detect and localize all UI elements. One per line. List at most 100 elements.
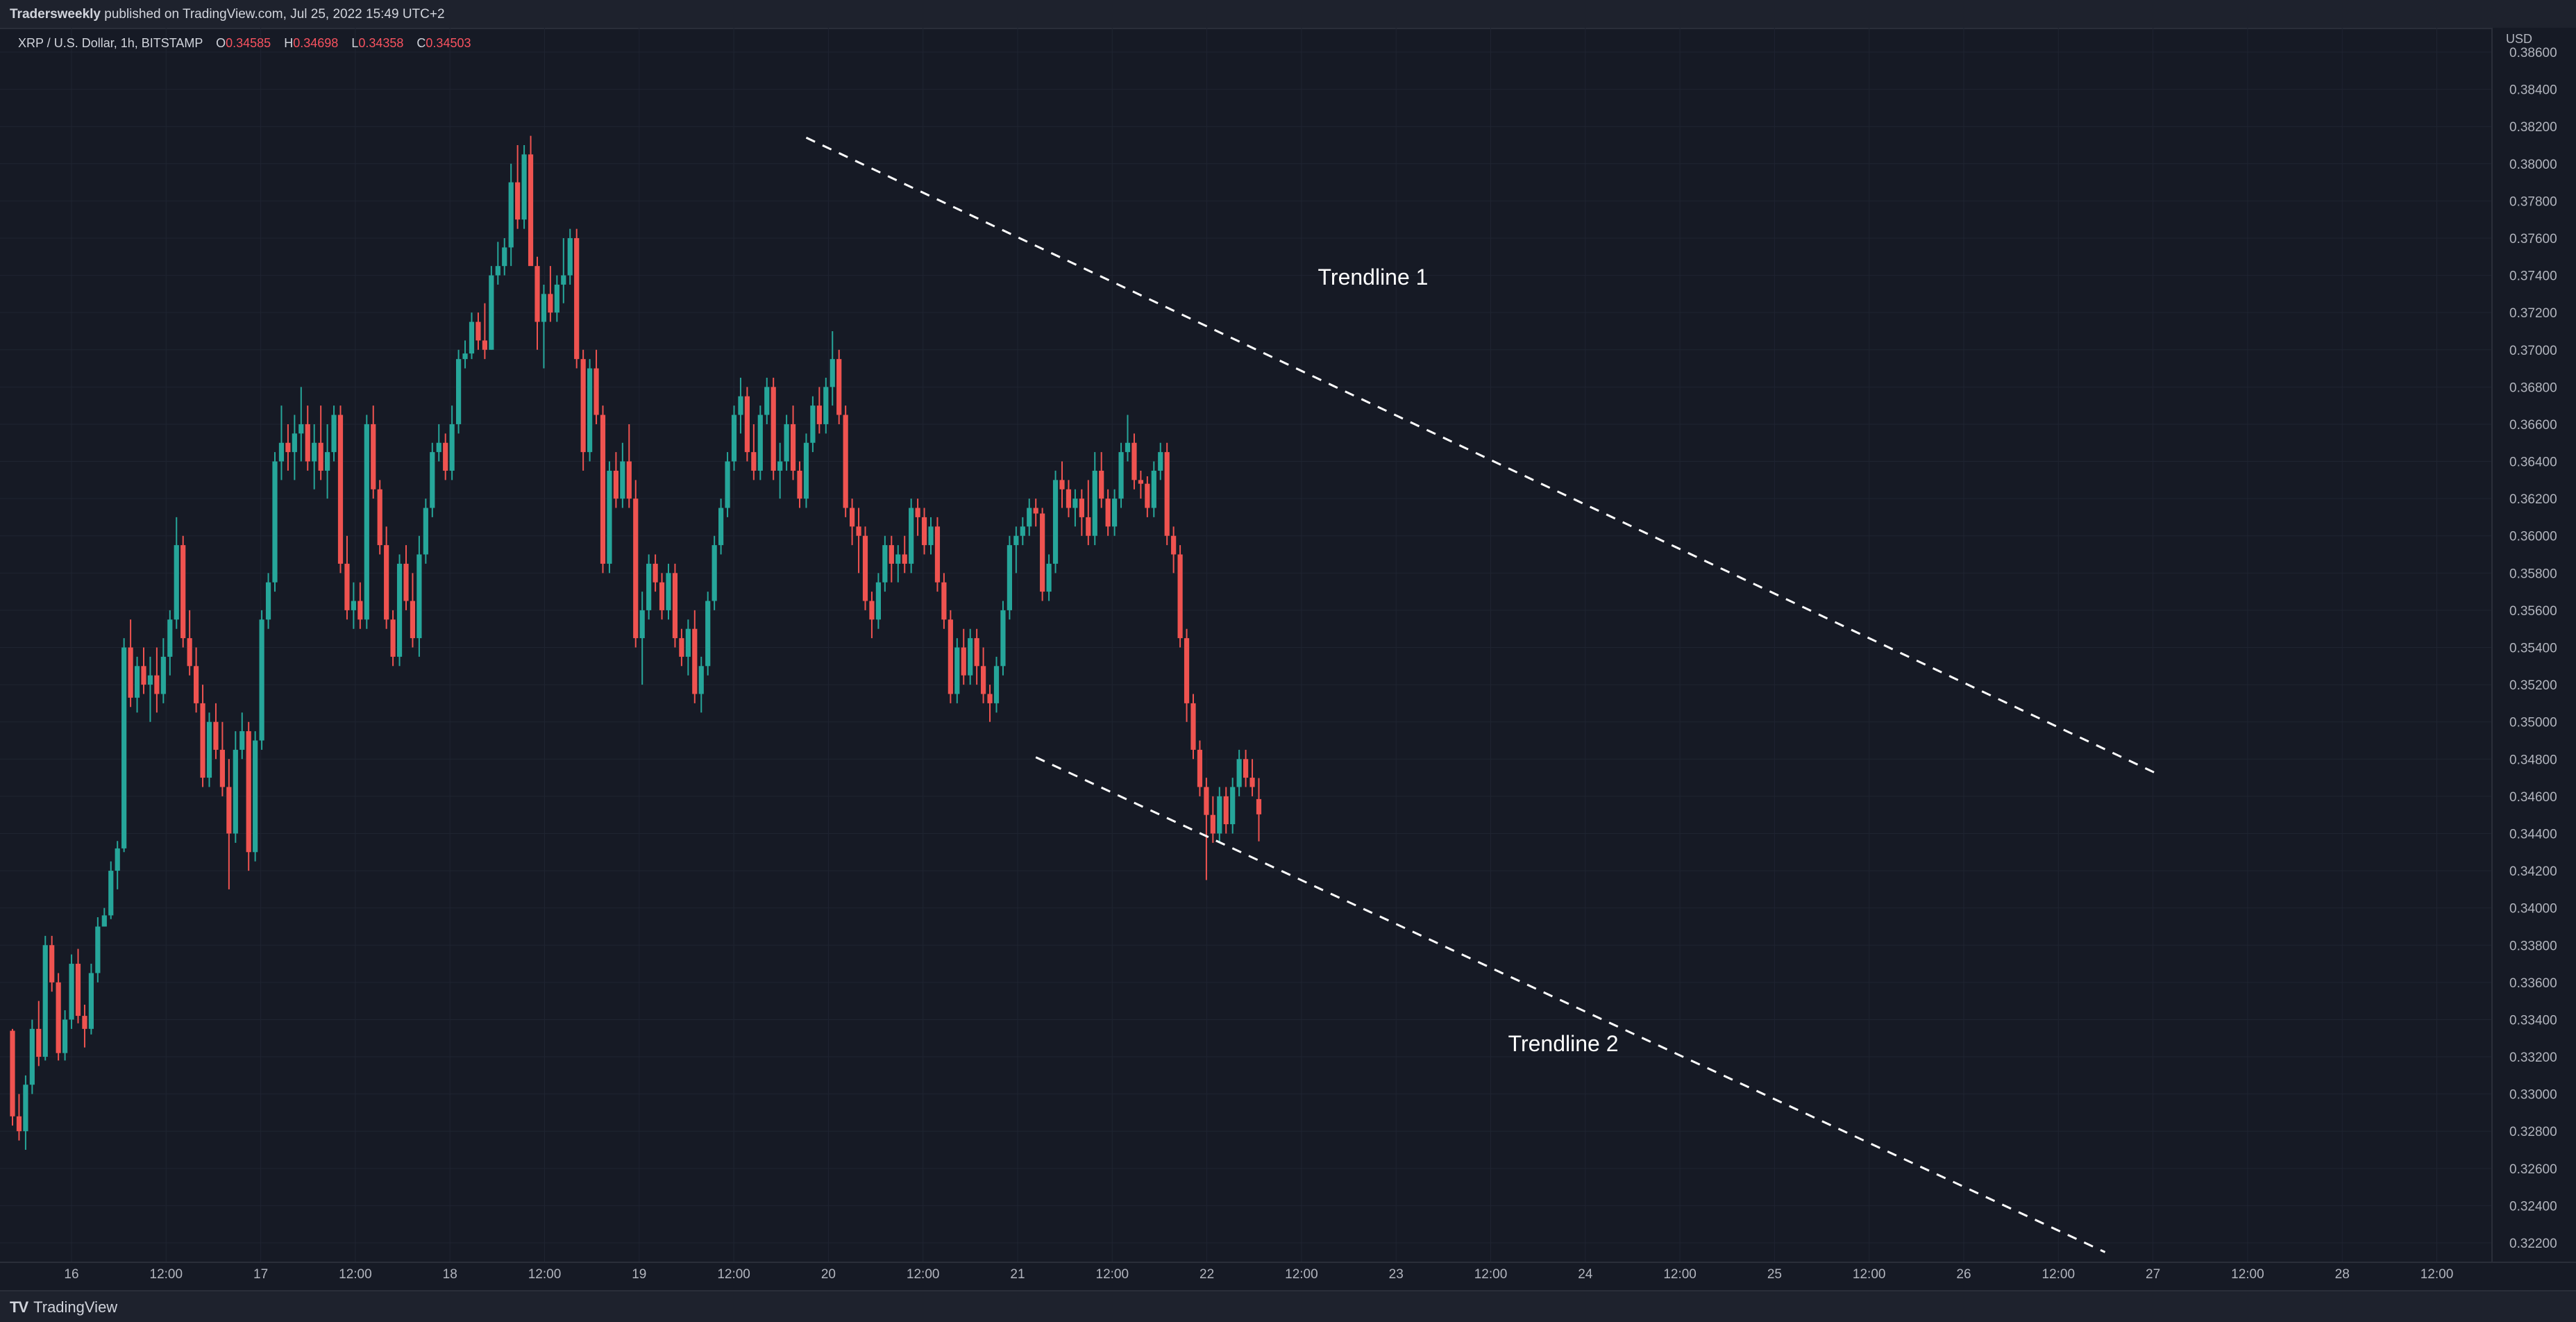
candle-body	[344, 563, 350, 610]
brand-name: TradingView	[33, 1298, 118, 1316]
candle-body	[95, 926, 101, 973]
candle	[777, 442, 783, 499]
trendlines[interactable]: Trendline 1 Trendline 2	[805, 136, 2158, 1253]
candle	[968, 628, 973, 685]
candle-body	[213, 721, 219, 750]
candle-body	[639, 610, 645, 639]
candle	[639, 592, 645, 685]
symbol-legend[interactable]: XRP / U.S. Dollar, 1h, BITSTAMP O0.34585…	[18, 36, 471, 51]
candle-body	[167, 619, 173, 657]
candle-body	[816, 405, 822, 424]
candle-body	[554, 284, 559, 313]
candle-body	[108, 871, 114, 916]
candle-body	[1052, 480, 1059, 564]
candle	[810, 396, 816, 453]
candle	[167, 610, 173, 676]
candle	[1158, 442, 1163, 480]
candle	[725, 452, 730, 517]
price-tick: 0.33800	[2509, 939, 2557, 953]
trendline-line[interactable]	[805, 136, 2158, 776]
candle-body	[351, 601, 356, 610]
candle	[548, 266, 553, 322]
candle	[259, 610, 264, 750]
candle-body	[475, 321, 481, 341]
price-tick: 0.37200	[2509, 306, 2557, 321]
trendline-label: Trendline 2	[1508, 1031, 1619, 1056]
candle	[587, 359, 593, 462]
trendline-2[interactable]: Trendline 2	[1035, 756, 2106, 1253]
candle	[534, 256, 540, 350]
candle-body	[508, 182, 514, 248]
candle-body	[968, 638, 973, 676]
candle-body	[600, 415, 606, 564]
candle-body	[1040, 513, 1045, 592]
candle	[475, 312, 481, 350]
publisher-name[interactable]: Tradersweekly	[10, 7, 101, 22]
candle-body	[312, 442, 317, 462]
candle	[1177, 545, 1183, 648]
candle-body	[384, 545, 389, 620]
price-tick: 0.34400	[2509, 827, 2557, 842]
candle-body	[318, 442, 323, 471]
candle-body	[685, 628, 691, 657]
candle	[482, 303, 487, 360]
candle	[1223, 787, 1229, 834]
candle	[679, 628, 684, 667]
candle-body	[561, 275, 566, 285]
price-tick: 0.38400	[2509, 83, 2557, 98]
candle-body	[259, 619, 264, 741]
price-tick: 0.32400	[2509, 1199, 2557, 1214]
candle-body	[1066, 489, 1072, 508]
time-tick: 12:00	[2231, 1267, 2264, 1282]
tradingview-brand[interactable]: TV TradingView	[10, 1298, 117, 1316]
price-axis-background[interactable]	[2492, 28, 2576, 1290]
candle-body	[777, 461, 783, 471]
candle-body	[1184, 638, 1190, 703]
candle-body	[850, 508, 855, 527]
candle-body	[1112, 499, 1118, 527]
candle	[16, 1094, 22, 1141]
candle	[1151, 461, 1156, 517]
candle-body	[548, 294, 553, 313]
candle	[62, 1010, 68, 1061]
candle-body	[587, 368, 593, 453]
candle	[659, 573, 665, 620]
time-tick: 28	[2335, 1267, 2350, 1282]
candle	[108, 861, 114, 919]
candle	[495, 242, 500, 285]
price-tick: 0.35000	[2509, 716, 2557, 730]
candle-body	[200, 703, 205, 778]
candle	[771, 377, 776, 480]
candle	[219, 721, 225, 796]
candle-body	[830, 359, 835, 387]
candle-body	[1099, 470, 1104, 499]
candle-body	[1151, 470, 1156, 508]
candle	[928, 517, 934, 555]
candle-body	[1033, 508, 1038, 514]
trendline-line[interactable]	[1035, 756, 2106, 1253]
candle-body	[1171, 535, 1177, 555]
candle	[705, 592, 711, 676]
candle-body	[738, 396, 743, 415]
candle-body	[797, 470, 802, 499]
candle-body	[403, 563, 409, 601]
price-tick: 0.35200	[2509, 678, 2557, 693]
time-tick: 12:00	[339, 1267, 372, 1282]
candle-body	[981, 666, 986, 694]
time-tick: 12:00	[2042, 1267, 2076, 1282]
time-tick: 17	[253, 1267, 268, 1282]
candle-body	[337, 415, 344, 564]
candle	[292, 415, 297, 480]
candle-body	[1236, 759, 1242, 787]
candle-body	[82, 1016, 87, 1029]
trendline-1[interactable]: Trendline 1	[805, 136, 2158, 776]
candle-body	[921, 517, 927, 546]
candle-body	[115, 848, 120, 871]
candle-body	[1158, 452, 1163, 471]
candle	[331, 405, 337, 462]
candle-body	[29, 1028, 35, 1085]
candle	[1086, 480, 1091, 546]
candle	[843, 405, 848, 517]
candle-body	[751, 452, 757, 471]
